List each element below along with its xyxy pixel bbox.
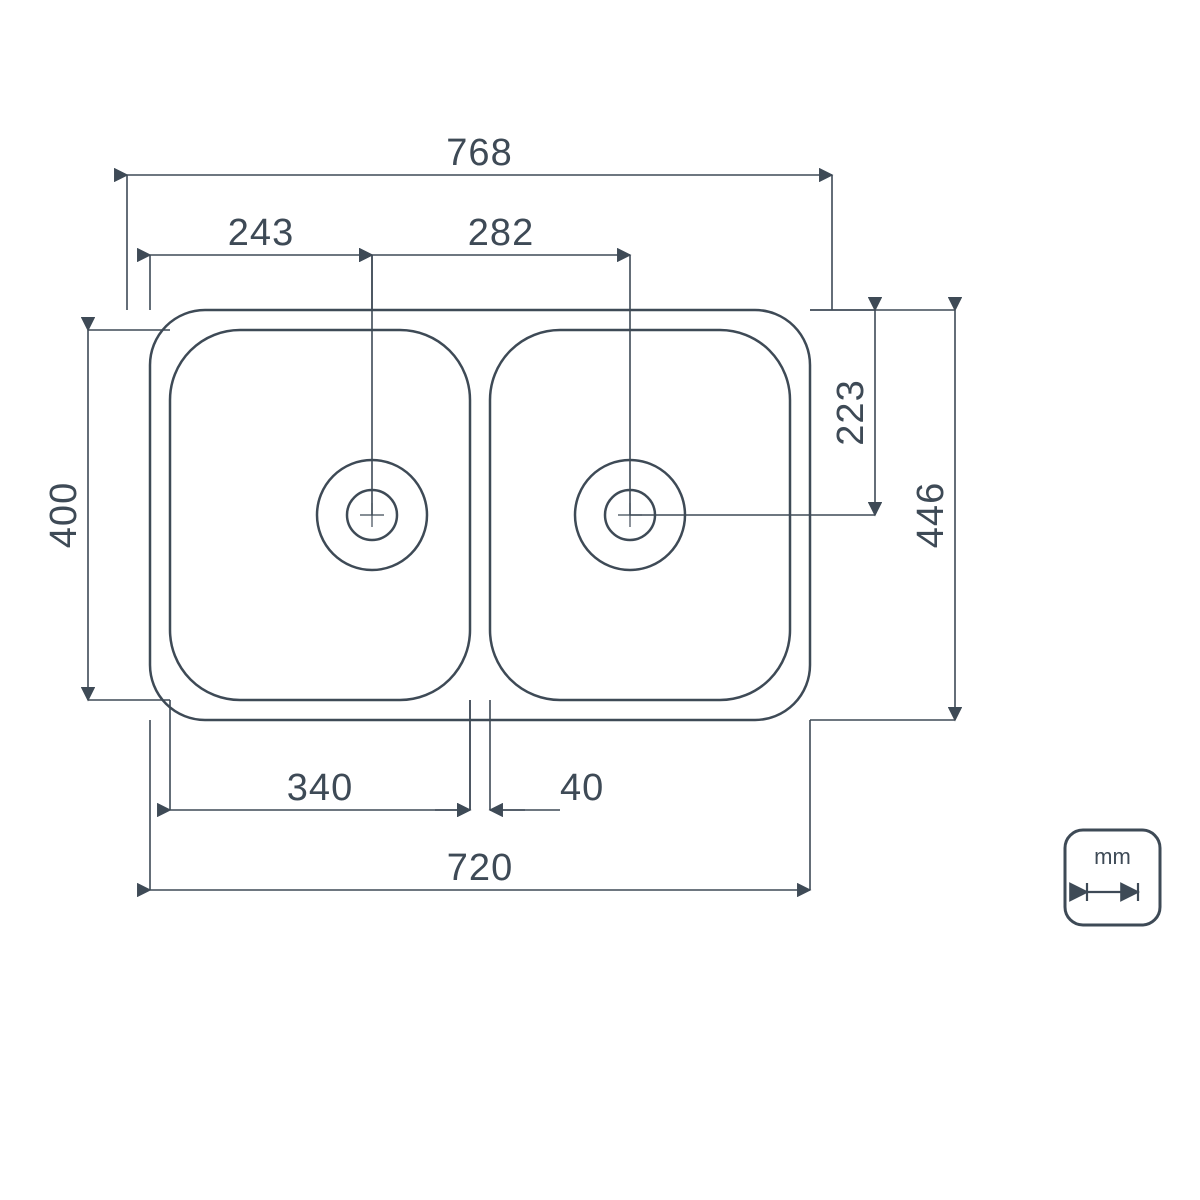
dim-label-w_340: 340 [287, 767, 353, 809]
dim-label-w_40: 40 [560, 767, 604, 809]
dim-label-w_243: 243 [228, 212, 294, 254]
technical-drawing: 768 243 282 340 40 720 400 223 446 mm [0, 0, 1200, 1200]
dim-label-w_total_768: 768 [446, 132, 512, 174]
units-label: mm [1094, 844, 1131, 869]
dim-label-h_400: 400 [43, 482, 85, 548]
dim-label-h_223: 223 [830, 379, 872, 445]
dim-label-w_282: 282 [468, 212, 534, 254]
dim-label-w_720: 720 [447, 847, 513, 889]
dim-label-h_446: 446 [910, 482, 952, 548]
bowl-left [170, 330, 470, 700]
